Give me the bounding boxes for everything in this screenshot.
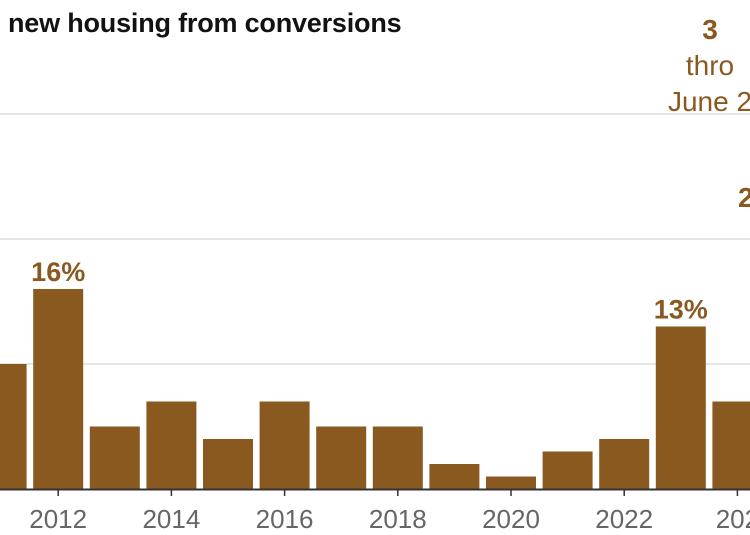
- annotation-line-1: thro: [685, 50, 735, 81]
- bar-2019: [429, 464, 480, 489]
- tick-label-2012: 2012: [29, 504, 87, 534]
- bar-2015: [203, 439, 253, 489]
- annotation-value: 3: [702, 14, 718, 45]
- data-label-2012: 16%: [31, 257, 85, 287]
- data-label-2023: 13%: [654, 295, 708, 325]
- bar-2024: [712, 401, 750, 489]
- tick-label-2014: 2014: [142, 504, 200, 534]
- bar-2016: [259, 401, 310, 489]
- bar-2014: [146, 401, 197, 489]
- bar-2018: [372, 426, 423, 489]
- x-ticks: 2012 2014 2016 2018 2020 2022 202: [29, 489, 750, 534]
- bar-2011: [0, 364, 27, 489]
- bar-2023: [655, 326, 706, 489]
- tick-label-2016: 2016: [256, 504, 314, 534]
- annotation: 3 thro June 2: [600, 12, 750, 120]
- bars: [0, 289, 750, 489]
- tick-label-2024: 202: [716, 504, 750, 534]
- chart-title: new housing from conversions: [8, 8, 402, 38]
- tick-label-2020: 2020: [482, 504, 540, 534]
- bar-2017: [316, 426, 367, 489]
- bar-2012: [33, 289, 84, 489]
- annotation-line-2: June 2: [667, 86, 750, 117]
- data-labels: 16% 13%: [31, 257, 708, 325]
- bar-2013: [89, 426, 140, 489]
- gridlines: [0, 113, 750, 365]
- annotation-value-2: 2: [738, 182, 750, 213]
- bar-2020: [486, 476, 536, 489]
- bar-2022: [599, 439, 650, 489]
- bar-2021: [542, 451, 593, 489]
- tick-label-2022: 2022: [595, 504, 653, 534]
- tick-label-2018: 2018: [369, 504, 427, 534]
